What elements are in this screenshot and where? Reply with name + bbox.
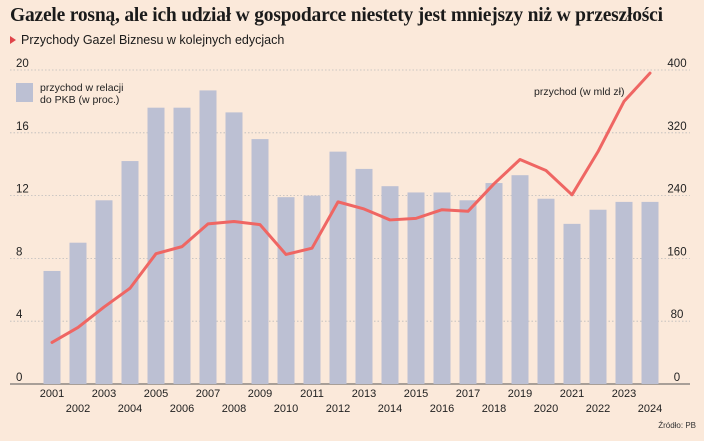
x-tick-label: 2004 — [118, 403, 142, 415]
chart-subtitle: Przychody Gazel Biznesu w kolejnych edyc… — [10, 33, 284, 47]
source-note: Źródło: PB — [658, 421, 696, 430]
chart-title: Gazele rosną, ale ich udział w gospodarc… — [10, 5, 663, 26]
right-tick-label: 160 — [667, 246, 686, 258]
bar — [563, 223, 581, 384]
revenue-line — [50, 71, 652, 344]
right-tick-label: 400 — [667, 58, 686, 70]
x-tick-label: 2006 — [170, 403, 194, 415]
right-tick-label: 320 — [667, 121, 686, 133]
x-tick-label: 2018 — [482, 403, 506, 415]
bar — [69, 242, 87, 384]
legend-bar-label: przychod w relacji do PKB (w proc.) — [40, 82, 123, 106]
x-tick-label: 2012 — [326, 403, 350, 415]
triangle-bullet-icon — [10, 36, 16, 44]
left-tick-label: 16 — [16, 121, 29, 133]
x-axis-labels: 2001200220032004200520062007200820092010… — [40, 388, 662, 415]
x-tick-label: 2010 — [274, 403, 298, 415]
bar — [485, 183, 503, 384]
x-tick-label: 2020 — [534, 403, 558, 415]
bar — [511, 175, 529, 384]
right-tick-label: 80 — [671, 309, 684, 321]
bar — [95, 200, 113, 384]
x-tick-label: 2016 — [430, 403, 454, 415]
bar-series — [43, 90, 659, 385]
right-tick-label: 0 — [674, 372, 680, 384]
x-tick-label: 2005 — [144, 388, 168, 400]
left-tick-label: 8 — [16, 246, 22, 258]
right-tick-label: 240 — [667, 184, 686, 196]
x-tick-label: 2008 — [222, 403, 246, 415]
bar — [407, 192, 425, 384]
left-tick-label: 4 — [16, 309, 23, 321]
bar — [43, 270, 61, 384]
legend: przychod w relacji do PKB (w proc.) przych… — [16, 82, 624, 106]
bar — [615, 201, 633, 384]
bar — [329, 151, 347, 384]
bar — [381, 186, 399, 384]
bar — [355, 168, 373, 384]
chart-subtitle-text: Przychody Gazel Biznesu w kolejnych edyc… — [21, 33, 285, 47]
bar — [225, 112, 243, 384]
bar — [433, 192, 451, 384]
x-tick-label: 2013 — [352, 388, 376, 400]
bar — [277, 197, 295, 384]
x-tick-label: 2015 — [404, 388, 428, 400]
bar — [589, 209, 607, 384]
left-tick-label: 20 — [16, 58, 29, 70]
line-series — [50, 71, 652, 344]
bar — [121, 161, 139, 384]
bar — [303, 195, 321, 384]
x-tick-label: 2019 — [508, 388, 532, 400]
x-tick-label: 2014 — [378, 403, 402, 415]
x-tick-label: 2002 — [66, 403, 90, 415]
x-tick-label: 2024 — [638, 403, 662, 415]
legend-line-label: przychod (w mld zł) — [534, 86, 624, 98]
x-tick-label: 2007 — [196, 388, 220, 400]
x-tick-label: 2003 — [92, 388, 116, 400]
bar — [641, 201, 659, 384]
x-tick-label: 2011 — [300, 388, 324, 400]
x-tick-label: 2017 — [456, 388, 480, 400]
left-tick-label: 0 — [16, 372, 22, 384]
bar — [459, 200, 477, 384]
x-tick-label: 2009 — [248, 388, 272, 400]
bar — [251, 139, 269, 384]
x-tick-label: 2001 — [40, 388, 64, 400]
left-axis-labels: 0 4 8 12 16 20 — [16, 58, 29, 384]
legend-bar-swatch — [16, 83, 33, 102]
x-tick-label: 2021 — [560, 388, 584, 400]
bar — [147, 107, 165, 385]
left-tick-label: 12 — [16, 184, 29, 196]
right-axis-labels: 0 80 160 240 320 400 — [667, 58, 686, 384]
bar — [199, 90, 217, 384]
bar — [537, 198, 555, 384]
x-tick-label: 2023 — [612, 388, 636, 400]
x-tick-label: 2022 — [586, 403, 610, 415]
